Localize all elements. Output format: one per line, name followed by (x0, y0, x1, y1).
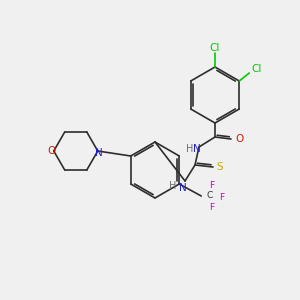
Text: N: N (179, 183, 187, 193)
Text: Cl: Cl (251, 64, 261, 74)
Text: C: C (206, 191, 212, 200)
Text: Cl: Cl (210, 43, 220, 53)
Text: N: N (95, 148, 103, 158)
Text: F: F (219, 194, 224, 202)
Text: H: H (169, 181, 177, 191)
Text: F: F (209, 203, 214, 212)
Text: F: F (209, 182, 214, 190)
Text: O: O (235, 134, 243, 144)
Text: N: N (193, 144, 201, 154)
Text: H: H (186, 144, 194, 154)
Text: O: O (48, 146, 56, 156)
Text: S: S (217, 162, 223, 172)
